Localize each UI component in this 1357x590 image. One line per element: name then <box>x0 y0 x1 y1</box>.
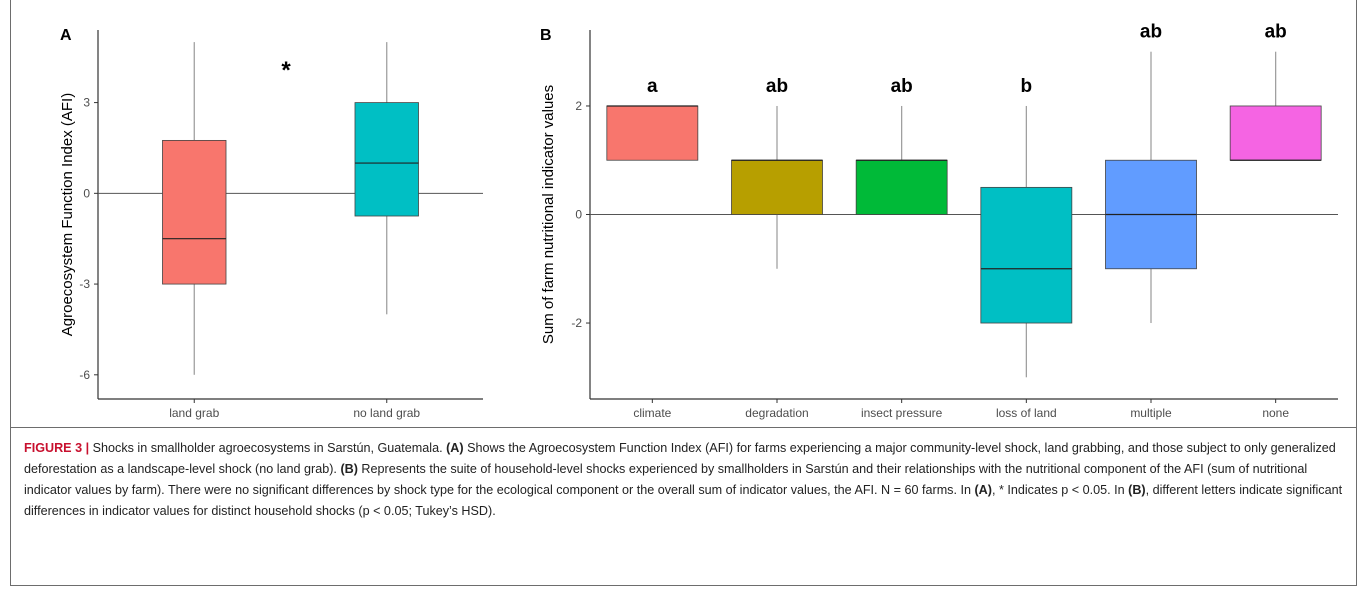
box-iqr-0 <box>606 105 699 161</box>
box-iqr-3 <box>980 186 1073 324</box>
significance-letter: ab <box>1140 22 1162 43</box>
x-tick-label: no land grab <box>353 406 420 420</box>
panel-b-chart: B -2 0 2 Sum of farm nutritional indicator v… <box>540 22 1338 420</box>
x-tick-label: loss of land <box>996 406 1057 420</box>
caption-panel-ref: (B) <box>1128 483 1146 497</box>
y-tick-label: -6 <box>79 368 90 382</box>
y-tick-label: -2 <box>571 316 582 330</box>
x-tick-label: none <box>1262 406 1289 420</box>
box-iqr-1 <box>731 159 823 215</box>
box-iqr-2 <box>855 159 948 215</box>
x-tick-label: insect pressure <box>861 406 943 420</box>
panel-a-chart: A -6 -3 0 3 Agroecosystem Function Index (AFI… <box>59 27 483 420</box>
box-iqr-1 <box>354 102 419 217</box>
caption-panel-ref: (A) <box>446 441 464 455</box>
x-tick-label: climate <box>633 406 671 420</box>
caption-panel-ref: (A) <box>974 483 992 497</box>
x-tick-label: multiple <box>1130 406 1172 420</box>
y-tick-label: -3 <box>79 277 90 291</box>
panel-letter: B <box>540 27 552 44</box>
x-tick-label: land grab <box>169 406 219 420</box>
y-tick-label: 0 <box>575 208 582 222</box>
caption-divider <box>10 427 1357 428</box>
significance-asterisk: * <box>281 57 291 84</box>
caption-label: FIGURE 3 | <box>24 441 90 455</box>
y-axis-title: Sum of farm nutritional indicator values <box>540 85 557 344</box>
y-tick-label: 2 <box>575 99 582 113</box>
significance-letter: b <box>1021 76 1033 97</box>
significance-letter: ab <box>891 76 913 97</box>
y-axis-title: Agroecosystem Function Index (AFI) <box>59 93 76 336</box>
box-iqr-0 <box>162 139 227 285</box>
y-tick-label: 0 <box>83 186 90 200</box>
significance-letter: a <box>647 76 658 97</box>
panel-letter: A <box>60 27 72 44</box>
caption-text: Shocks in smallholder agroecosystems in … <box>24 441 1343 518</box>
x-tick-label: degradation <box>745 406 808 420</box>
significance-letter: ab <box>766 76 788 97</box>
y-tick-label: 3 <box>83 96 90 110</box>
box-iqr-5 <box>1229 105 1322 161</box>
caption-panel-ref: (B) <box>340 462 358 476</box>
figure-caption: FIGURE 3 | Shocks in smallholder agroeco… <box>24 438 1346 522</box>
significance-letter: ab <box>1265 22 1287 43</box>
